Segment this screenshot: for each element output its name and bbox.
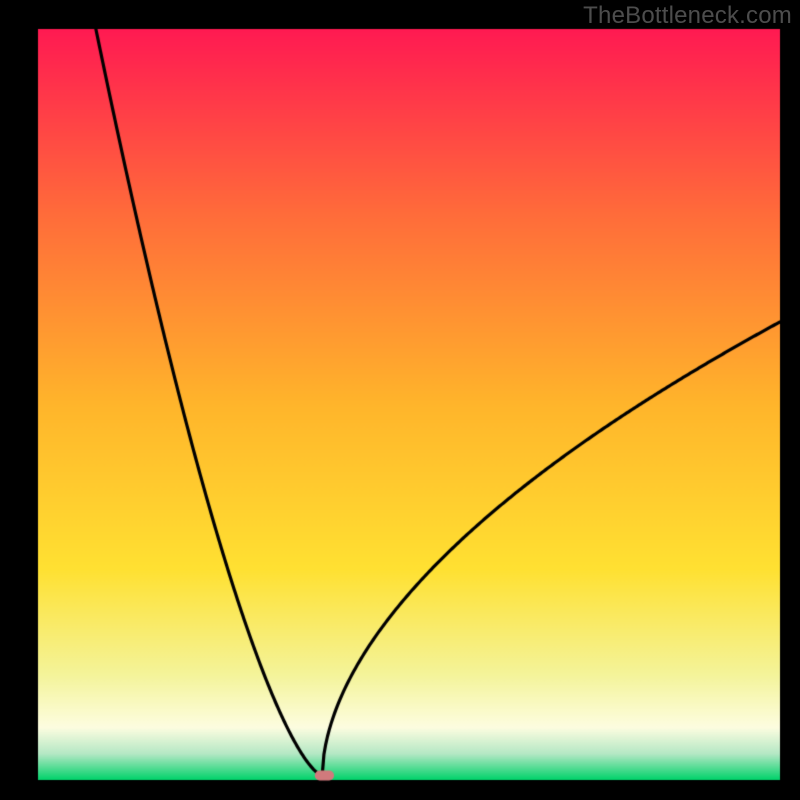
watermark-text: TheBottleneck.com bbox=[583, 2, 792, 30]
bottleneck-curve-chart bbox=[0, 0, 800, 800]
chart-container: TheBottleneck.com bbox=[0, 0, 800, 800]
